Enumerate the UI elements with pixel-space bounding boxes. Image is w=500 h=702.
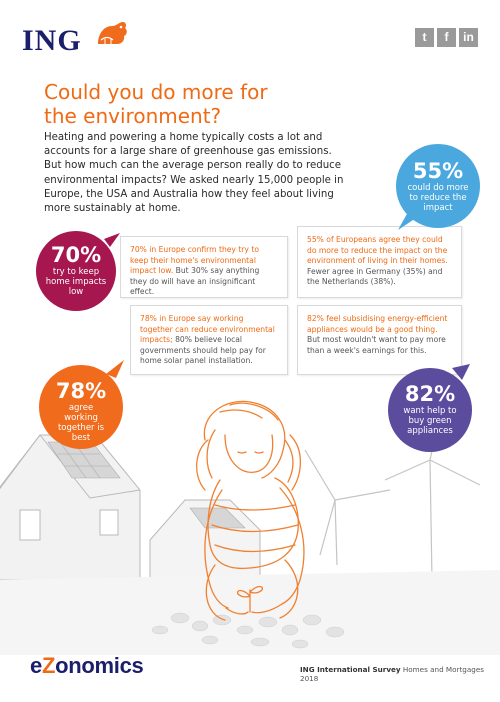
bubble-pointer (106, 360, 124, 378)
logo-rest: onomics (55, 653, 144, 678)
twitter-icon[interactable]: t (415, 28, 434, 47)
ezonomics-logo[interactable]: eZonomics (30, 653, 144, 679)
survey-name: ING International Survey (300, 665, 401, 674)
survey-credit: ING International Survey Homes and Mortg… (300, 665, 500, 683)
card-text: Fewer agree in Germany (35%) and the Net… (307, 266, 443, 287)
stat-label: could do more to reduce the impact (407, 183, 469, 213)
stat-bubble-82: 82% want help to buy green appliances (388, 368, 472, 452)
stat-value: 55% (412, 159, 464, 183)
card-82-percent: 82% feel subsidising energy-efficient ap… (297, 305, 462, 375)
card-text: But most wouldn't want to pay more than … (307, 335, 446, 355)
page-title: Could you do more for the environment? (44, 80, 268, 128)
card-text: 80% believe local governments should hel… (140, 335, 266, 366)
card-55-percent: 55% of Europeans agree they could do mor… (297, 226, 462, 298)
stat-label: agree working together is best (57, 403, 105, 443)
stat-value: 70% (50, 243, 102, 267)
card-70-percent: 70% in Europe confirm they try to keep t… (120, 236, 288, 298)
survey-edition: Homes and Mortgages 2018 (300, 665, 484, 683)
lion-icon (98, 22, 127, 44)
logo-e: e (30, 653, 42, 678)
stat-label: try to keep home impacts low (45, 267, 107, 297)
card-highlight: 55% of Europeans agree they could do mor… (307, 235, 448, 266)
stat-label: want help to buy green appliances (403, 406, 457, 436)
girl-planting-illustration (0, 389, 500, 655)
bubble-pointer (452, 364, 470, 380)
logo-z: Z (41, 653, 56, 678)
intro-paragraph: Heating and powering a home typically co… (44, 132, 344, 215)
bubble-pointer (104, 233, 120, 247)
card-text: But 30% say anything they do will have a… (130, 266, 260, 297)
card-highlight: 82% feel subsidising energy-efficient ap… (307, 314, 448, 334)
card-78-percent: 78% in Europe say working together can r… (130, 305, 288, 375)
stat-value: 82% (404, 382, 456, 406)
card-highlight: 70% in Europe confirm they try to keep t… (130, 245, 259, 276)
stat-bubble-78: 78% agree working together is best (39, 365, 123, 449)
bubble-pointer (398, 212, 416, 230)
linkedin-icon[interactable]: in (459, 28, 478, 47)
ing-logo: ING (22, 24, 82, 57)
stat-value: 78% (55, 379, 107, 403)
card-highlight: 78% in Europe say working together can r… (140, 314, 275, 345)
facebook-icon[interactable]: f (437, 28, 456, 47)
stat-bubble-70: 70% try to keep home impacts low (36, 231, 116, 311)
